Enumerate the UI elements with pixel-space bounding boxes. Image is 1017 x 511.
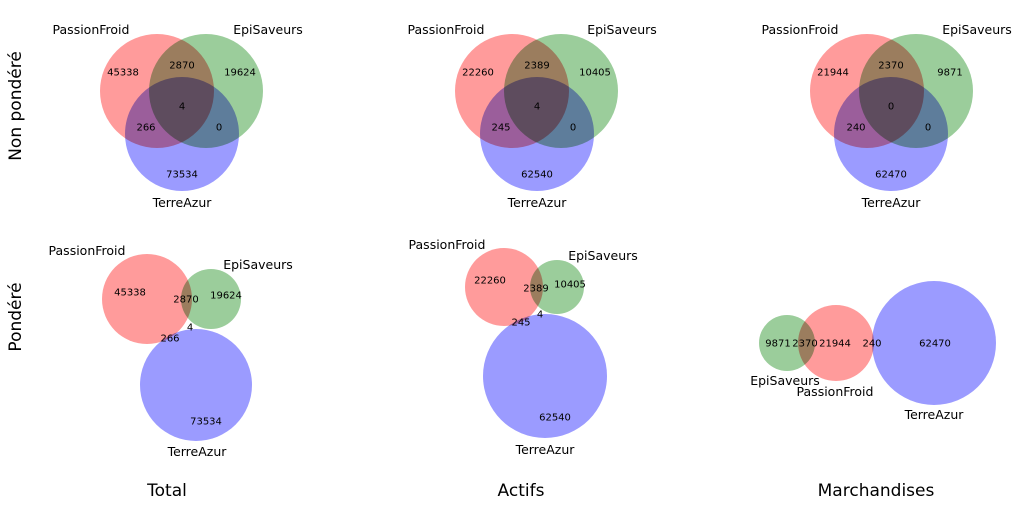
venn-3-set-label-passionfroid: PassionFroid <box>762 22 839 37</box>
venn-2-set-label-episaveurs: EpiSaveurs <box>587 22 657 37</box>
venn-2-set-label-terreazur: TerreAzur <box>507 195 568 210</box>
venn-5-count-episaveurs-only: 10405 <box>554 280 586 291</box>
venn-2-count-terreazur-only: 62540 <box>521 170 553 181</box>
venn-5-set-label-episaveurs: EpiSaveurs <box>568 248 638 263</box>
venn-6-set-label-passionfroid: PassionFroid <box>797 384 874 399</box>
venn-5-count-passionfroid-terreazur: 245 <box>511 318 530 329</box>
venn-6-count-passionfroid-only: 21944 <box>819 339 851 350</box>
venn-1-set-label-episaveurs: EpiSaveurs <box>233 22 303 37</box>
venn-4-set-label-episaveurs: EpiSaveurs <box>223 257 293 272</box>
venn-4-count-passionfroid-episaveurs: 2870 <box>173 295 198 306</box>
row-title-weighted: Pondéré <box>6 282 26 351</box>
venn-1-set-label-terreazur: TerreAzur <box>152 195 213 210</box>
venn-2-circle-terreazur <box>480 77 594 191</box>
venn-1-count-passionfroid-episaveurs: 2870 <box>169 61 194 72</box>
venn-5-set-label-passionfroid: PassionFroid <box>409 237 486 252</box>
venn-1-count-passionfroid-only: 45338 <box>107 68 139 79</box>
venn-6-set-label-episaveurs: EpiSaveurs <box>750 373 820 388</box>
venn-5-set-label-terreazur: TerreAzur <box>515 442 576 457</box>
venn-6-set-label-terreazur: TerreAzur <box>904 407 965 422</box>
venn-1-count-terreazur-only: 73534 <box>166 170 198 181</box>
venn-5-count-all: 4 <box>537 310 543 321</box>
venn-3-count-terreazur-only: 62470 <box>875 170 907 181</box>
venn-1-count-episaveurs-only: 19624 <box>224 68 256 79</box>
venn-4-count-episaveurs-only: 19624 <box>210 291 242 302</box>
column-title-marchandises: Marchandises <box>818 481 935 501</box>
venn-4-circle-terreazur <box>140 329 252 441</box>
venn-2-count-episaveurs-only: 10405 <box>579 68 611 79</box>
venn-2-count-all: 4 <box>534 102 540 113</box>
venn-3-set-label-terreazur: TerreAzur <box>861 195 922 210</box>
venn-3-set-label-episaveurs: EpiSaveurs <box>942 22 1012 37</box>
venn-4-circle-episaveurs <box>181 269 241 329</box>
venn-6-count-passionfroid-episaveurs: 2370 <box>792 339 817 350</box>
venn-3-count-passionfroid-terreazur: 240 <box>846 123 865 134</box>
venn-2-count-passionfroid-only: 22260 <box>462 68 494 79</box>
venn-6-circle-terreazur <box>872 281 996 405</box>
venn-2-count-passionfroid-terreazur: 245 <box>491 123 510 134</box>
venn-5-count-passionfroid-only: 22260 <box>474 276 506 287</box>
venn-4-circle-passionfroid <box>102 254 192 344</box>
venn-4-set-label-passionfroid: PassionFroid <box>49 243 126 258</box>
venn-3-circle-terreazur <box>834 77 948 191</box>
venn-3-count-passionfroid-episaveurs: 2370 <box>878 61 903 72</box>
venn-6-circle-passionfroid <box>798 305 874 381</box>
venn-6-count-passionfroid-terreazur: 240 <box>862 339 881 350</box>
venn-4-count-passionfroid-terreazur: 266 <box>160 334 179 345</box>
venn-4-count-all: 4 <box>187 323 193 334</box>
column-title-total: Total <box>146 481 187 501</box>
venn-1-count-all: 4 <box>179 102 185 113</box>
venn-5-count-passionfroid-episaveurs: 2389 <box>523 284 548 295</box>
venn-6-count-terreazur-only: 62470 <box>919 339 951 350</box>
venn-4-count-passionfroid-only: 45338 <box>114 288 146 299</box>
venn-3-count-episaveurs-terreazur: 0 <box>925 123 931 134</box>
venn-5-circle-episaveurs <box>530 260 584 314</box>
venn-5-circle-terreazur <box>483 314 607 438</box>
venn-2-count-episaveurs-terreazur: 0 <box>570 123 576 134</box>
venn-5-count-terreazur-only: 62540 <box>539 413 571 424</box>
venn-1-circle-terreazur <box>125 77 239 191</box>
row-title-unweighted: Non pondéré <box>6 51 26 161</box>
venn-3-count-all: 0 <box>888 102 894 113</box>
venn-6-count-episaveurs-only: 9871 <box>765 339 790 350</box>
venn-3-count-passionfroid-only: 21944 <box>817 68 849 79</box>
venn-2-count-passionfroid-episaveurs: 2389 <box>524 61 549 72</box>
venn-circles <box>100 34 996 441</box>
venn-4-count-terreazur-only: 73534 <box>190 417 222 428</box>
venn-1-count-episaveurs-terreazur: 0 <box>216 123 222 134</box>
venn-1-set-label-passionfroid: PassionFroid <box>53 22 130 37</box>
venn-3-count-episaveurs-only: 9871 <box>937 68 962 79</box>
venn-4-set-label-terreazur: TerreAzur <box>167 444 228 459</box>
column-title-actifs: Actifs <box>498 481 545 501</box>
venn-1-count-passionfroid-terreazur: 266 <box>136 123 155 134</box>
venn-2-set-label-passionfroid: PassionFroid <box>408 22 485 37</box>
venn-5-circle-passionfroid <box>465 248 543 326</box>
